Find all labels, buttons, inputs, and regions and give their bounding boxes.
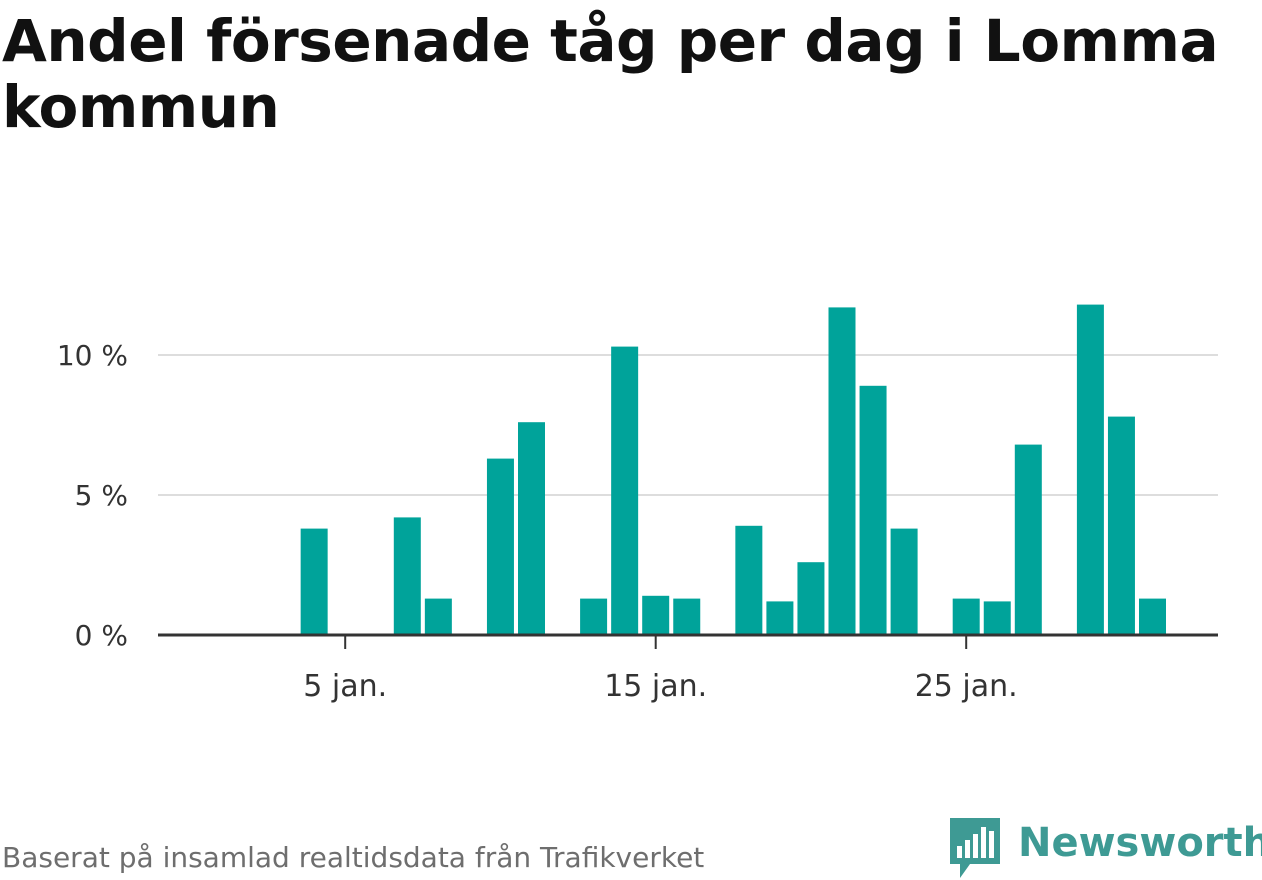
y-tick-label: 10 % bbox=[57, 339, 128, 372]
axes: 0 % 5 % 10 % 5 jan. 15 jan. 25 jan. bbox=[57, 339, 1218, 704]
bar bbox=[642, 595, 670, 635]
bars bbox=[300, 304, 1166, 635]
bar bbox=[859, 385, 887, 635]
bar bbox=[1014, 444, 1042, 635]
bar bbox=[1076, 304, 1104, 635]
newsworthy-logo: Newsworthy bbox=[950, 818, 1262, 880]
bar bbox=[983, 601, 1011, 635]
bar bbox=[580, 598, 608, 635]
bar bbox=[890, 528, 918, 635]
chart-title: Andel försenade tåg per dag i Lomma komm… bbox=[2, 7, 1219, 141]
y-tick-label: 0 % bbox=[75, 619, 128, 652]
bar bbox=[424, 598, 452, 635]
x-tick-label: 5 jan. bbox=[303, 669, 387, 704]
bar bbox=[797, 562, 825, 635]
bar bbox=[766, 601, 794, 635]
bar bbox=[673, 598, 701, 635]
bar bbox=[300, 528, 328, 635]
x-tick-label: 25 jan. bbox=[915, 669, 1018, 704]
bar bbox=[486, 458, 514, 635]
bar bbox=[518, 422, 545, 635]
bar bbox=[828, 307, 856, 635]
bar bbox=[611, 346, 639, 635]
source-note: Baserat på insamlad realtidsdata från Tr… bbox=[2, 841, 705, 874]
y-tick-label: 5 % bbox=[75, 479, 128, 512]
bar bbox=[1139, 598, 1166, 635]
bar-chart-logo-icon bbox=[950, 818, 1000, 878]
bar bbox=[1107, 416, 1135, 635]
x-tick-label: 15 jan. bbox=[604, 669, 707, 704]
brand-name: Newsworthy bbox=[1018, 820, 1262, 866]
bar bbox=[735, 525, 763, 635]
bar bbox=[393, 517, 421, 635]
bar bbox=[952, 598, 980, 635]
gridlines bbox=[158, 354, 1218, 496]
